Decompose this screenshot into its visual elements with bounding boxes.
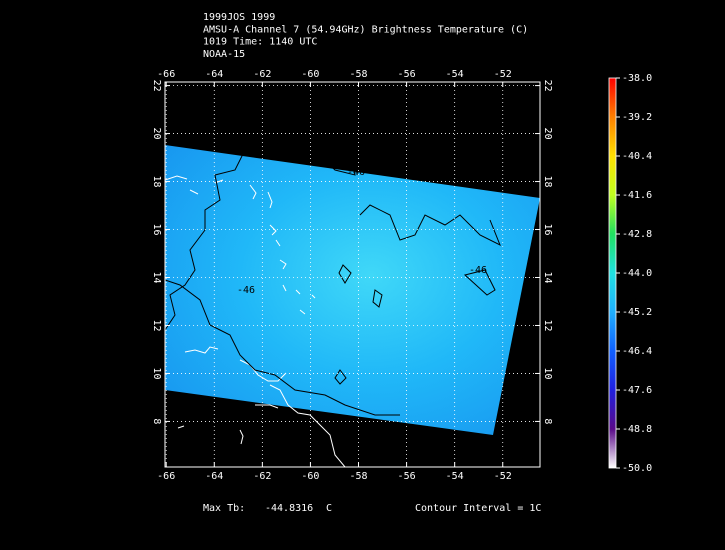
x-tick-label: -56 — [398, 471, 416, 482]
y-tick-label: 8 — [542, 418, 553, 424]
max-label: Max Tb: — [203, 503, 245, 514]
title-line: AMSU-A Channel 7 (54.94GHz) Brightness T… — [203, 24, 528, 35]
coastlines — [165, 175, 347, 467]
colorbar-label: -42.8 — [622, 229, 652, 240]
colorbar-label: -38.0 — [622, 73, 652, 84]
colorbar-label: -50.0 — [622, 463, 652, 474]
x-tick-label: -52 — [494, 69, 512, 80]
x-tick-label: -56 — [398, 69, 416, 80]
x-tick-label: -64 — [205, 471, 223, 482]
y-tick-label: 8 — [151, 418, 162, 424]
colorbar-label: -47.6 — [622, 385, 652, 396]
x-tick-label: -54 — [446, 69, 464, 80]
x-tick-label: -58 — [349, 471, 367, 482]
max-unit: C — [326, 503, 332, 514]
y-tick-label: 12 — [542, 319, 553, 331]
y-tick-label: 14 — [542, 271, 553, 283]
x-tick-label: -60 — [301, 471, 319, 482]
map-body — [165, 134, 540, 467]
x-tick-label: -64 — [205, 69, 223, 80]
y-tick-label: 10 — [542, 367, 553, 379]
x-tick-label: -66 — [157, 69, 175, 80]
y-tick-label: 16 — [542, 223, 553, 235]
contour-label: -46 — [469, 265, 487, 276]
contour-label: -46 — [237, 285, 255, 296]
y-tick-label: 14 — [151, 271, 162, 283]
max-value: -44.8316 — [265, 503, 313, 514]
colorbar-label: -48.8 — [622, 424, 652, 435]
colorbar-label: -46.4 — [622, 346, 652, 357]
x-tick-label: -62 — [253, 471, 271, 482]
colorbar — [608, 77, 617, 469]
colorbar-label: -40.4 — [622, 151, 652, 162]
title-line: NOAA-15 — [203, 49, 245, 60]
x-tick-label: -52 — [494, 471, 512, 482]
colorbar-label: -44.0 — [622, 268, 652, 279]
y-tick-label: 18 — [151, 176, 162, 188]
y-tick-label: 12 — [151, 319, 162, 331]
y-tick-label: 22 — [542, 80, 553, 92]
colorbar-label: -45.2 — [622, 307, 652, 318]
map-frame — [164, 81, 541, 468]
x-tick-label: -62 — [253, 69, 271, 80]
y-tick-label: 20 — [542, 128, 553, 140]
y-tick-label: 10 — [151, 367, 162, 379]
y-tick-label: 18 — [542, 176, 553, 188]
x-tick-label: -54 — [446, 471, 464, 482]
contour-interval: Contour Interval = 1C — [415, 503, 541, 514]
x-tick-label: -58 — [349, 69, 367, 80]
x-tick-label: -66 — [157, 471, 175, 482]
colorbar-label: -39.2 — [622, 112, 652, 123]
x-tick-label: -60 — [301, 69, 319, 80]
contours — [165, 134, 501, 416]
swath — [165, 145, 540, 435]
contour-label: -46 — [347, 167, 365, 178]
y-tick-label: 16 — [151, 223, 162, 235]
y-tick-label: 22 — [151, 80, 162, 92]
colorbar-label: -41.6 — [622, 190, 652, 201]
y-tick-label: 20 — [151, 128, 162, 140]
title-line: 1999JOS 1999 — [203, 12, 275, 23]
title-line: 1019 Time: 1140 UTC — [203, 37, 317, 48]
